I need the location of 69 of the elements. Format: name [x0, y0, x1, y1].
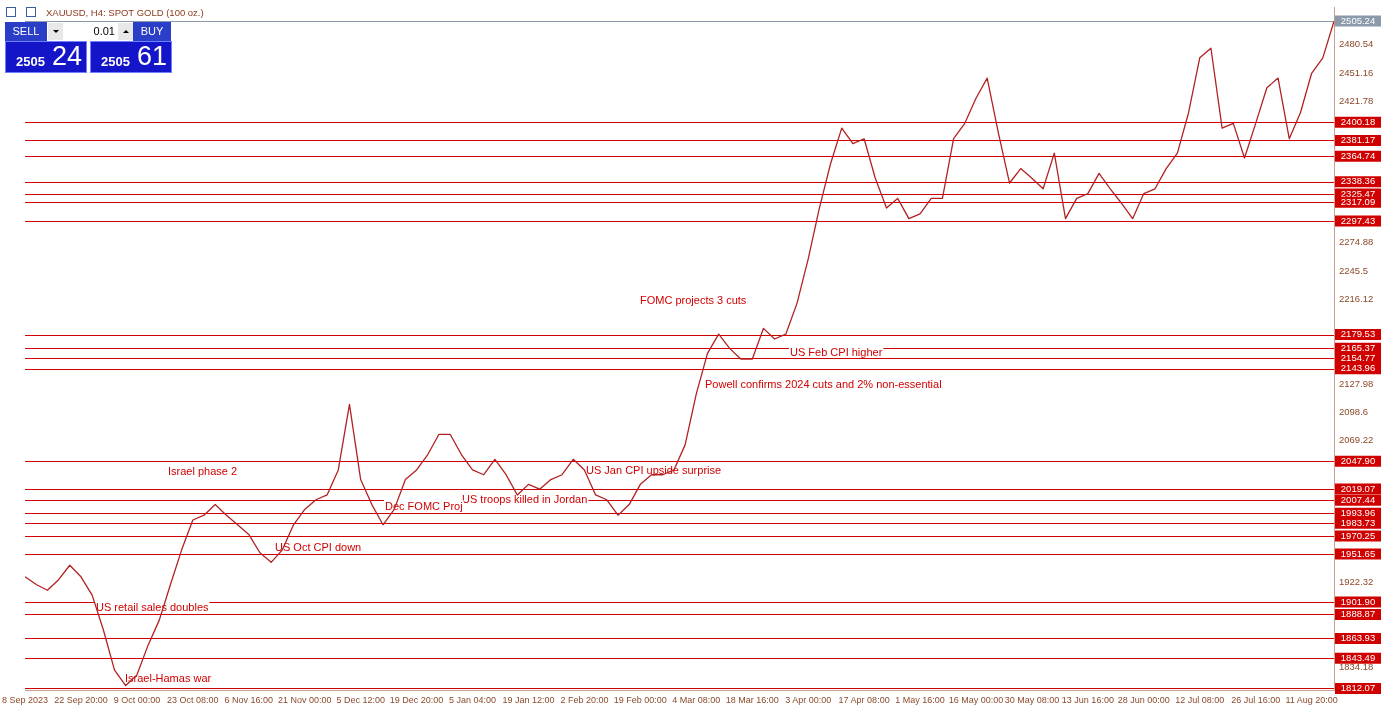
ref-line-label: 1951.65 [1340, 547, 1376, 559]
chart-title: XAUUSD, H4: SPOT GOLD (100 oz.) [46, 7, 204, 18]
x-tick-label: 26 Jul 16:00 [1231, 695, 1281, 706]
y-tick-label: 2069.22 [1339, 434, 1374, 446]
ref-line-label: 2297.43 [1340, 214, 1376, 226]
ref-line-label: 2143.96 [1340, 362, 1376, 374]
ref-line-label: 1993.96 [1340, 506, 1376, 518]
x-tick-label: 19 Dec 20:00 [389, 695, 444, 706]
x-tick-label: 5 Jan 04:00 [449, 695, 497, 706]
annotation: 2505 24 [16, 41, 83, 72]
ref-line-label: 2165.37 [1340, 341, 1376, 353]
x-tick-label: 22 Sep 20:00 [54, 695, 108, 706]
x-tick-label: 23 Oct 08:00 [167, 695, 219, 706]
y-tick-label: 2421.78 [1339, 95, 1374, 107]
ref-line-label: 2325.47 [1340, 187, 1376, 199]
y-tick-label: 2274.88 [1339, 236, 1374, 248]
ref-line-label: 2505.24 [1340, 14, 1376, 26]
annotation: 0.01 [93, 25, 116, 37]
ref-line-label: 2047.90 [1340, 454, 1376, 466]
y-tick-label: 2098.6 [1339, 406, 1369, 418]
x-tick-label: 6 Nov 16:00 [224, 695, 274, 706]
y-tick-label: 2480.54 [1339, 38, 1374, 50]
x-tick-label: 30 May 08:00 [1004, 695, 1060, 706]
y-tick-label: 2245.5 [1339, 264, 1369, 276]
ref-line-label: 1970.25 [1340, 529, 1376, 541]
ref-line-label: 1888.87 [1340, 608, 1376, 620]
ref-line-label: 1812.07 [1340, 682, 1376, 694]
ref-line-label: 1843.49 [1340, 651, 1376, 663]
x-tick-label: 18 Mar 16:00 [725, 695, 779, 706]
x-tick-label: 21 Nov 00:00 [277, 695, 332, 706]
ref-line-label: 1863.93 [1340, 632, 1376, 644]
annotation: US Feb CPI higher [790, 345, 883, 358]
ref-line-label: 2154.77 [1340, 352, 1376, 364]
ref-line-label: 2338.36 [1340, 175, 1376, 187]
y-tick-label: 2451.16 [1339, 66, 1374, 78]
annotation: SELL [5, 22, 47, 41]
ref-line-label: 1983.73 [1340, 516, 1376, 528]
x-tick-label: 19 Feb 00:00 [613, 695, 667, 706]
y-tick-label: 1834.18 [1339, 660, 1374, 672]
ref-line-label: 2179.53 [1340, 328, 1376, 340]
x-tick-label: 8 Sep 2023 [2, 695, 49, 706]
ref-line-label: 2007.44 [1340, 493, 1376, 505]
annotation: Powell confirms 2024 cuts and 2% non-essential [705, 377, 942, 390]
x-tick-label: 1 May 16:00 [895, 695, 945, 706]
ref-line-label: 2381.17 [1340, 134, 1376, 146]
x-tick-label: 3 Apr 00:00 [785, 695, 832, 706]
x-tick-label: 5 Dec 12:00 [336, 695, 385, 706]
annotation: BUY [133, 22, 171, 41]
y-tick-label: 2127.98 [1339, 377, 1374, 389]
x-tick-label: 11 Aug 20:00 [1285, 695, 1338, 706]
y-tick-label: 2216.12 [1339, 293, 1374, 305]
annotation: 2505 61 [101, 41, 168, 72]
ref-line-label: 2019.07 [1340, 482, 1376, 494]
y-tick-label: 1922.32 [1339, 575, 1374, 587]
ref-line-label: 1901.90 [1340, 595, 1376, 607]
x-tick-label: 13 Jun 16:00 [1061, 695, 1114, 706]
annotation: US troops killed in Jordan [462, 492, 588, 505]
x-tick-label: 17 Apr 08:00 [838, 695, 890, 706]
ref-line-label: 2400.18 [1340, 115, 1376, 127]
x-tick-label: 28 Jun 00:00 [1117, 695, 1170, 706]
annotation: FOMC projects 3 cuts [640, 293, 747, 306]
x-tick-label: 2 Feb 20:00 [560, 695, 609, 706]
ref-line-label: 2364.74 [1340, 149, 1376, 161]
x-tick-label: 12 Jul 08:00 [1175, 695, 1225, 706]
x-tick-label: 16 May 00:00 [948, 695, 1004, 706]
x-tick-label: 19 Jan 12:00 [502, 695, 555, 706]
x-tick-label: 4 Mar 08:00 [672, 695, 721, 706]
x-tick-label: 9 Oct 00:00 [113, 695, 161, 706]
annotation: Israel phase 2 [168, 464, 238, 477]
